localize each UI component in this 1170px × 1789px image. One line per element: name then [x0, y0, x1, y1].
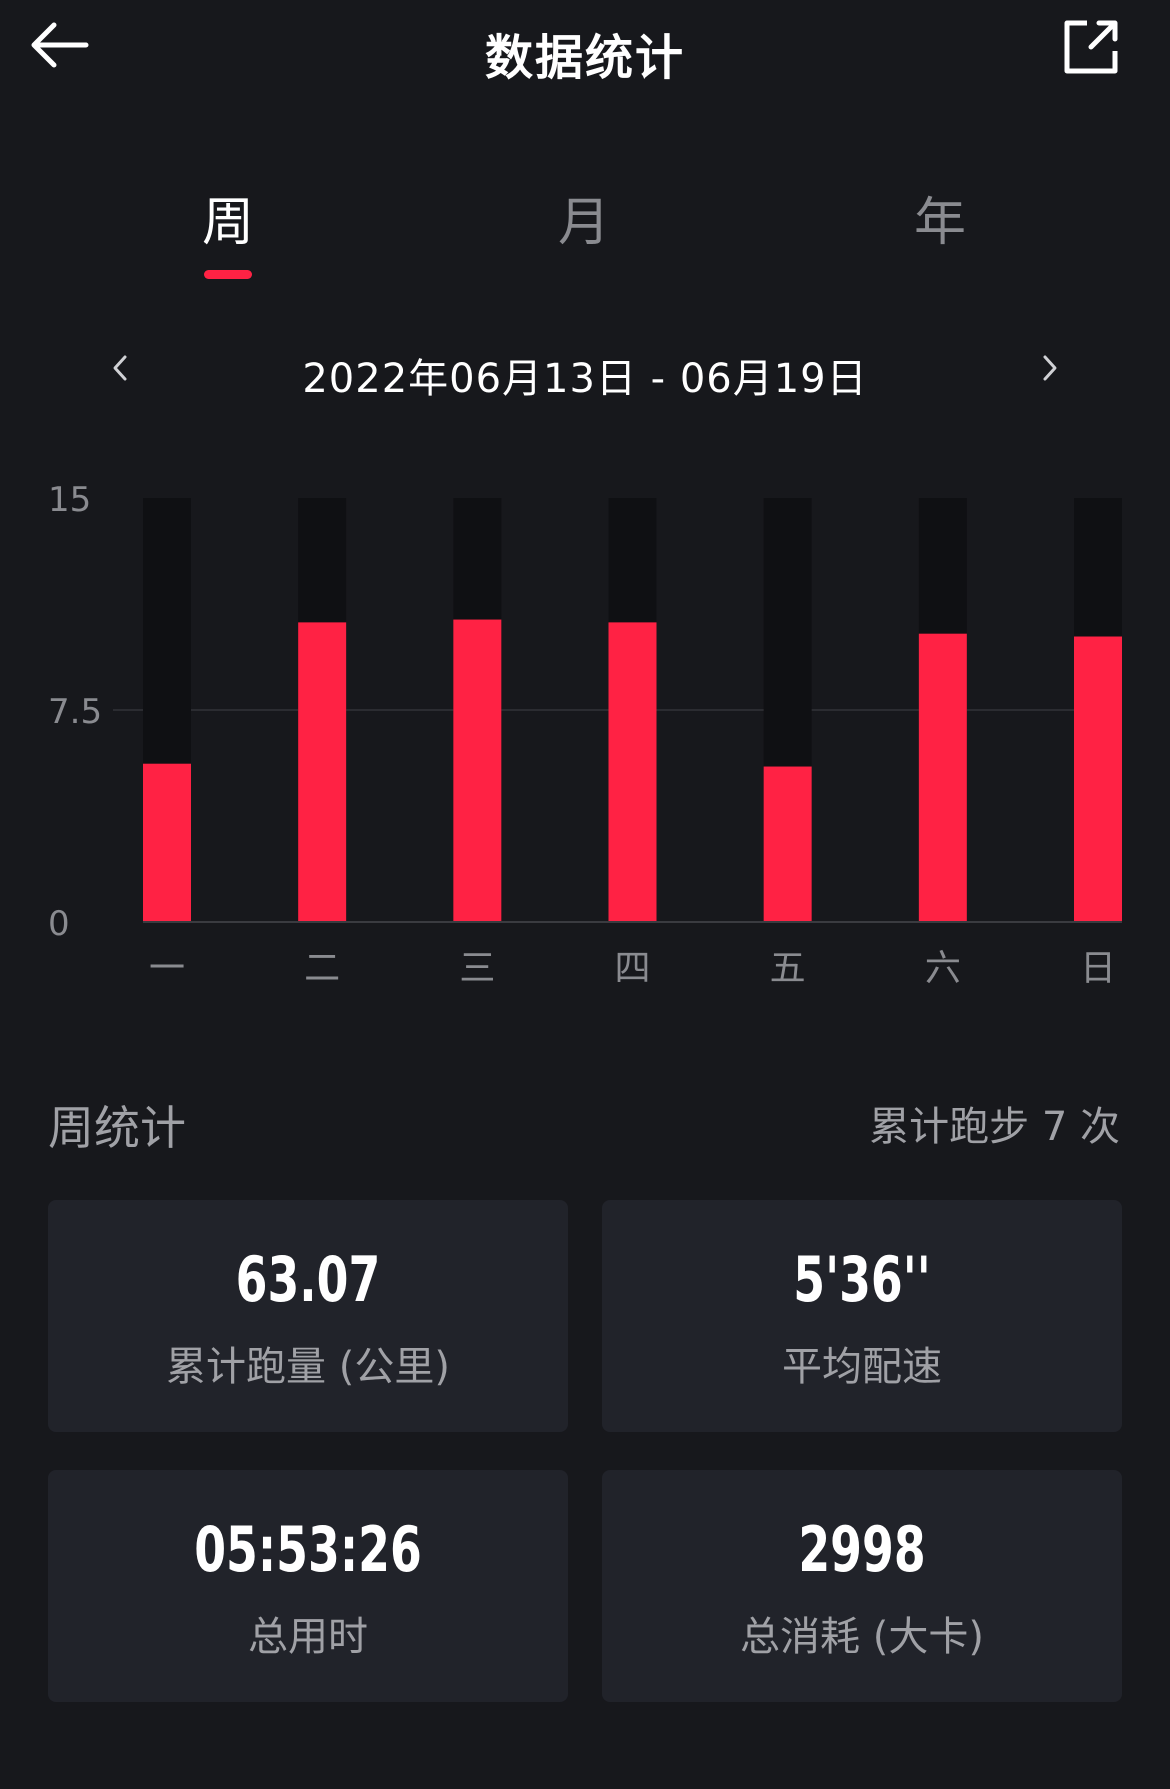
- run-count-text: 累计跑步 7 次: [869, 1104, 1120, 1150]
- chevron-left-icon: [113, 355, 127, 381]
- stat-value: 2998: [798, 1513, 926, 1586]
- header-bar: 数据统计: [0, 0, 1170, 100]
- section-title: 周统计: [48, 1101, 186, 1155]
- stat-label: 累计跑量 (公里): [166, 1344, 450, 1390]
- x-tick-label: 二: [304, 948, 340, 989]
- stat-label: 平均配速: [782, 1344, 942, 1390]
- stat-label: 总消耗 (大卡): [740, 1614, 984, 1660]
- tab-month-label: 月: [557, 193, 610, 253]
- y-tick-label: 7.5: [48, 692, 102, 732]
- x-tick-label: 四: [614, 948, 650, 989]
- x-tick-label: 三: [459, 948, 495, 989]
- stat-value: 5'36'': [793, 1243, 931, 1316]
- stat-card-duration: 05:53:26 总用时: [48, 1470, 568, 1702]
- x-tick-label: 日: [1080, 948, 1116, 989]
- share-external-icon: [1064, 20, 1118, 74]
- weekly-distance-chart: 15 7.5 0 一 二 三 四 五 六 日: [0, 460, 1170, 1020]
- bar: [298, 622, 347, 922]
- tab-year[interactable]: 年: [860, 190, 1020, 290]
- tab-week[interactable]: 周: [148, 190, 308, 290]
- arrow-left-icon: [31, 22, 89, 68]
- stat-label: 总用时: [248, 1614, 368, 1660]
- stat-card-distance: 63.07 累计跑量 (公里): [48, 1200, 568, 1432]
- y-tick-label: 0: [48, 904, 70, 944]
- active-tab-indicator: [204, 270, 252, 279]
- bar: [763, 766, 812, 922]
- tab-month[interactable]: 月: [504, 190, 664, 290]
- previous-week-button[interactable]: [98, 346, 142, 390]
- stat-card-calories: 2998 总消耗 (大卡): [602, 1470, 1122, 1702]
- x-tick-label: 一: [149, 948, 185, 989]
- tab-week-label: 周: [201, 193, 254, 253]
- share-button[interactable]: [1056, 12, 1126, 82]
- x-tick-label: 五: [770, 948, 806, 989]
- period-tabs: 周 月 年: [0, 190, 1170, 290]
- back-button[interactable]: [22, 12, 94, 78]
- stat-value: 05:53:26: [194, 1513, 422, 1586]
- bar: [608, 622, 657, 922]
- date-range-text: 2022年06月13日 - 06月19日: [302, 356, 868, 402]
- bar: [143, 763, 191, 922]
- bar: [453, 619, 502, 922]
- bar: [918, 633, 967, 922]
- stat-card-pace: 5'36'' 平均配速: [602, 1200, 1122, 1432]
- tab-year-label: 年: [913, 193, 966, 253]
- y-tick-label: 15: [48, 480, 91, 520]
- x-tick-label: 六: [925, 948, 961, 989]
- chevron-right-icon: [1043, 355, 1057, 381]
- next-week-button[interactable]: [1028, 346, 1072, 390]
- date-range-selector: 2022年06月13日 - 06月19日: [0, 340, 1170, 402]
- stat-value: 63.07: [235, 1243, 381, 1316]
- bar: [1074, 636, 1122, 922]
- page-title: 数据统计: [484, 30, 685, 86]
- bar-chart: 15 7.5 0 一 二 三 四 五 六 日: [48, 480, 1122, 989]
